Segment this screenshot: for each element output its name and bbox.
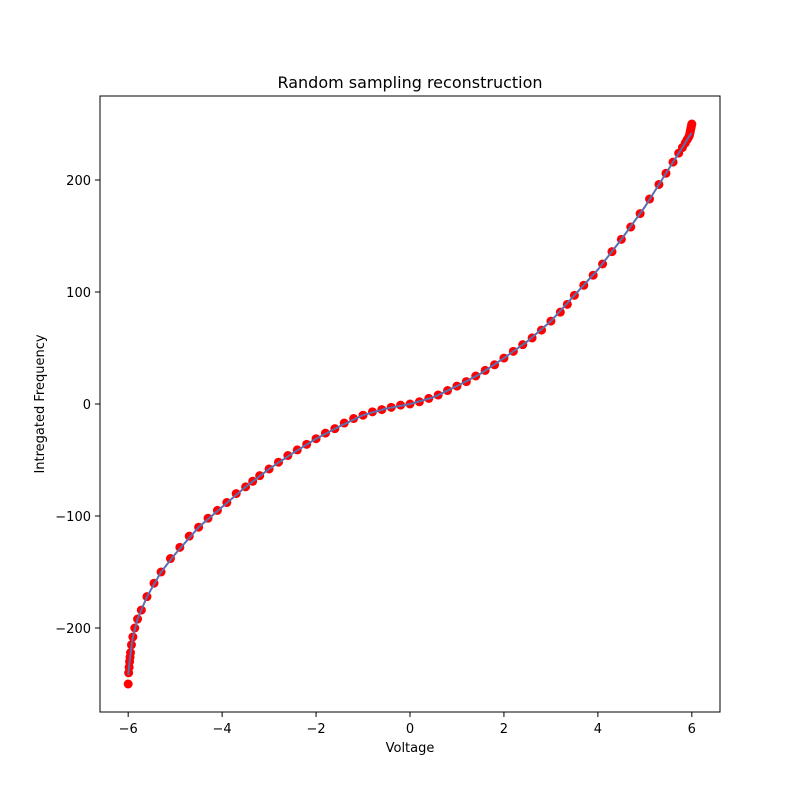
x-tick-label: −4 [213, 722, 232, 737]
fit-line [127, 132, 693, 676]
x-tick-label: 6 [688, 722, 696, 737]
chart-title: Random sampling reconstruction [277, 73, 542, 92]
x-tick-label: −2 [306, 722, 325, 737]
y-tick-label: 0 [83, 398, 91, 413]
plot-area [123, 119, 697, 689]
x-tick-label: 4 [594, 722, 602, 737]
x-tick-label: −6 [119, 722, 138, 737]
scatter-point [687, 119, 697, 129]
y-tick-label: −200 [55, 622, 91, 637]
x-axis-label: Voltage [386, 741, 435, 756]
scatter-point [123, 679, 133, 689]
y-axis: −200 −100 0 100 200 [55, 174, 100, 637]
x-tick-label: 0 [406, 722, 414, 737]
x-tick-label: 2 [500, 722, 508, 737]
y-tick-label: 100 [66, 286, 91, 301]
y-tick-label: 200 [66, 174, 91, 189]
y-axis-label: Intregated Frequency [33, 334, 48, 473]
y-tick-label: −100 [55, 510, 91, 525]
x-axis: −6 −4 −2 0 2 4 6 [119, 712, 696, 737]
